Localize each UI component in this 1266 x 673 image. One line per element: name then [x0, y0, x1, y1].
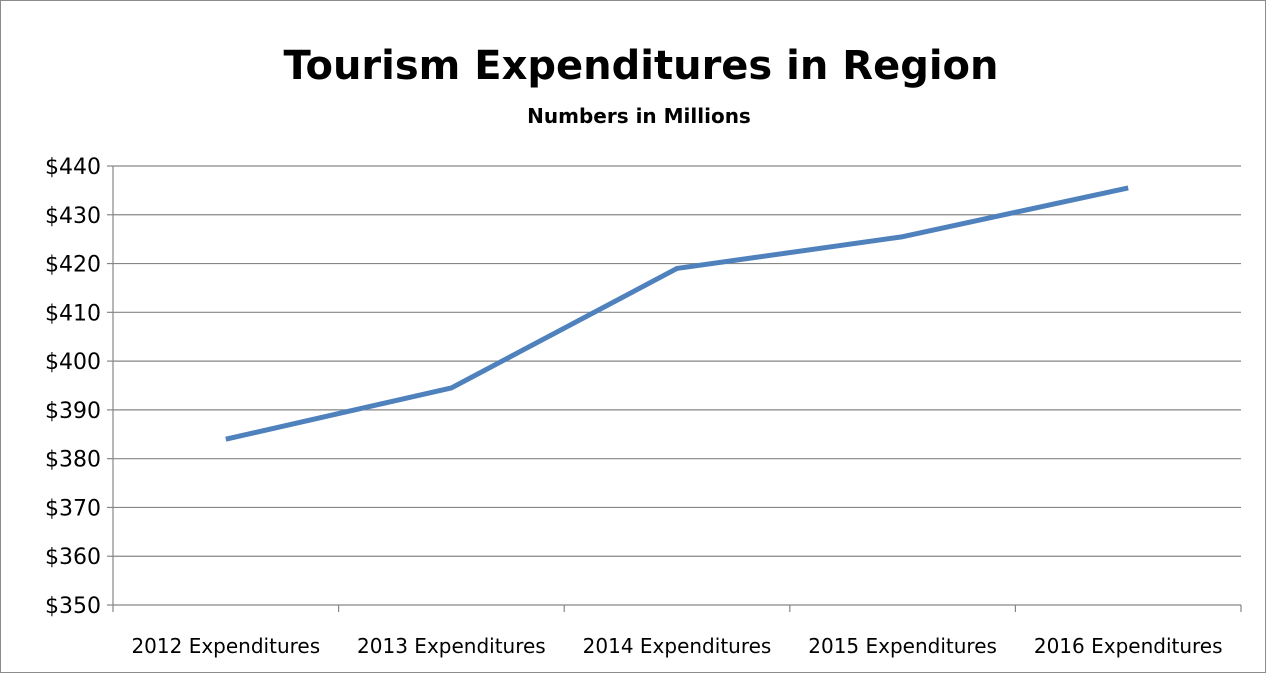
- x-tick-label: 2015 Expenditures: [808, 634, 997, 658]
- gridlines: [113, 165, 1241, 557]
- y-tick-label: $370: [45, 496, 101, 521]
- y-tick-label: $430: [45, 204, 101, 229]
- y-tick-label: $400: [45, 350, 101, 375]
- y-tick-label: $390: [45, 399, 101, 424]
- x-tick-label: 2013 Expenditures: [357, 634, 546, 658]
- chart-subtitle: Numbers in Millions: [527, 104, 751, 128]
- y-axis-tick-labels: $350 $360 $370 $380 $390 $400 $410 $420 $430 $440: [45, 155, 101, 619]
- y-tick-label: $350: [45, 594, 101, 619]
- y-tick-label: $440: [45, 155, 101, 180]
- x-tick-label: 2016 Expenditures: [1034, 634, 1223, 658]
- axes: [107, 165, 1242, 612]
- y-tick-label: $360: [45, 545, 101, 570]
- x-tick-label: 2014 Expenditures: [583, 634, 772, 658]
- y-tick-label: $420: [45, 253, 101, 278]
- y-tick-label: $410: [45, 301, 101, 326]
- y-tick-label: $380: [45, 448, 101, 473]
- series-line: [225, 185, 1129, 442]
- x-tick-label: 2012 Expenditures: [131, 634, 320, 658]
- x-axis-tick-labels: 2012 Expenditures 2013 Expenditures 2014 E…: [131, 634, 1222, 658]
- chart-title: Tourism Expenditures in Region: [283, 43, 998, 89]
- series-layer: [225, 185, 1129, 442]
